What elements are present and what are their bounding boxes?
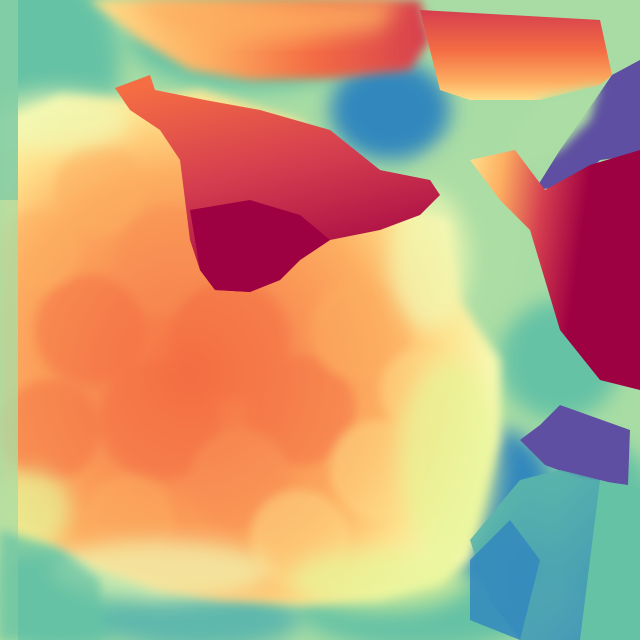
depth-color-map — [0, 0, 640, 640]
image-canvas — [0, 0, 640, 640]
